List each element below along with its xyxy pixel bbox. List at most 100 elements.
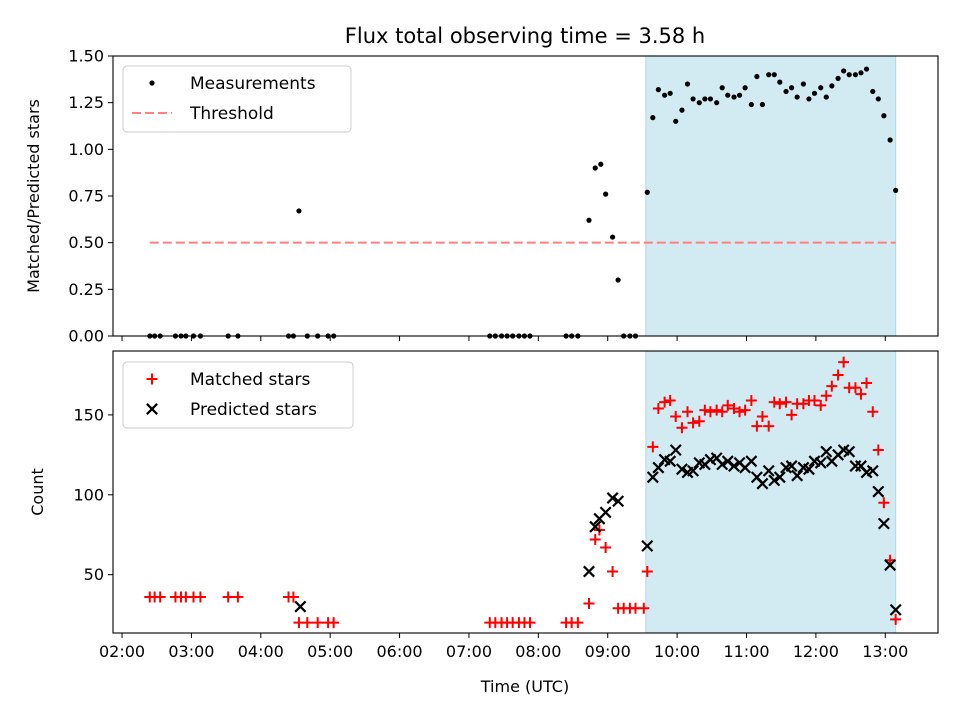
x-tick-label: 05:00 — [307, 642, 353, 661]
predicted-stars-point — [762, 464, 775, 477]
x-tick-label: 04:00 — [238, 642, 284, 661]
matched-stars-point — [768, 396, 780, 408]
measurements-point — [742, 85, 748, 91]
matched-stars-point — [693, 415, 705, 427]
predicted-stars-point — [294, 600, 307, 613]
predicted-stars-point — [866, 464, 879, 477]
matched-stars-point — [780, 396, 792, 408]
measurements-point — [644, 189, 650, 195]
measurements-point — [702, 96, 708, 102]
measurements-point — [592, 165, 598, 171]
matched-stars-point — [652, 403, 664, 415]
predicted-stars-point — [728, 460, 740, 473]
matched-stars-point — [589, 534, 601, 546]
predicted-stars-point — [606, 492, 619, 504]
measurements-point — [707, 96, 714, 102]
measurements-point — [719, 85, 725, 91]
x-tick-label: 10:00 — [654, 642, 700, 661]
x-axis-label: Time (UTC) — [480, 677, 569, 696]
measurements-point — [655, 87, 661, 93]
measurements-point — [887, 137, 893, 143]
matched-stars-point — [222, 591, 234, 603]
measurements-point — [766, 72, 772, 78]
legend-swatch — [146, 403, 158, 415]
predicted-stars-point — [791, 469, 804, 482]
measurements-point — [673, 118, 679, 124]
matched-stars-point — [756, 411, 768, 423]
predicted-stars-point — [820, 445, 833, 458]
y-tick-label: 0.50 — [68, 233, 104, 252]
matched-stars-point — [808, 395, 820, 407]
predicted-stars-point — [652, 461, 665, 474]
legend: Measurements Threshold — [122, 65, 352, 133]
matched-stars-point — [867, 406, 879, 418]
matched-stars-point — [682, 406, 694, 418]
measurements-point — [777, 79, 783, 85]
legend-box — [122, 361, 354, 429]
predicted-stars-point — [814, 456, 827, 469]
measurements-point — [829, 83, 835, 89]
matched-stars-point — [849, 382, 861, 394]
matched-stars-point — [826, 380, 838, 392]
predicted-stars-point — [877, 517, 890, 530]
x-tick-label: 12:00 — [793, 642, 839, 661]
predicted-stars-point — [583, 565, 595, 578]
measurements-point — [690, 96, 696, 102]
legend-label-predicted-stars: Predicted stars — [190, 400, 317, 420]
measurements-point — [696, 100, 702, 106]
matched-stars-point — [832, 369, 844, 381]
legend-swatch — [149, 80, 155, 86]
y-axis-label: Matched/Predicted stars — [24, 99, 43, 293]
matched-stars-point — [607, 565, 619, 577]
chart-title: Flux total observing time = 3.58 h — [345, 24, 705, 48]
matched-stars-point — [301, 617, 313, 629]
matched-stars-point — [838, 356, 850, 368]
y-tick-label: 1.00 — [68, 140, 104, 159]
y-tick-label: 100 — [73, 485, 104, 504]
matched-stars-point — [739, 404, 751, 416]
matched-stars-point — [722, 399, 734, 411]
predicted-stars-point — [599, 506, 612, 519]
matched-stars-point — [890, 613, 902, 625]
matched-stars-point — [524, 617, 536, 629]
matched-stars-point — [583, 597, 595, 609]
y-tick-label: 0.75 — [68, 187, 104, 206]
matched-stars-point — [704, 406, 716, 418]
measurements-point — [615, 277, 621, 283]
measurements-point — [858, 70, 864, 76]
legend-label-matched-stars: Matched stars — [190, 370, 310, 390]
matched-stars-point — [716, 406, 728, 418]
measurements-point — [725, 92, 731, 98]
matched-stars-point — [600, 542, 612, 554]
measurements-point — [893, 187, 899, 193]
matched-stars-point — [572, 617, 584, 629]
matched-stars-point — [638, 602, 650, 614]
observing-window-span — [645, 350, 897, 634]
matched-stars-point — [815, 399, 827, 411]
predicted-stars-point — [843, 445, 856, 458]
matched-stars-point — [855, 388, 867, 400]
predicted-stars-point — [802, 463, 815, 476]
predicted-stars-point — [889, 603, 902, 616]
measurements-point — [806, 96, 812, 102]
measurements-point — [870, 88, 876, 95]
measurements-point — [662, 92, 668, 98]
measurements-point — [875, 96, 881, 102]
measurements-point — [731, 94, 737, 100]
x-tick-label: 11:00 — [723, 642, 769, 661]
measurements-point — [794, 94, 800, 100]
measurements-point — [841, 68, 847, 74]
matched-stars-point — [774, 398, 786, 410]
series-matched-stars — [144, 356, 902, 629]
measurements-point — [759, 101, 766, 108]
measurements-point — [863, 66, 870, 72]
measurements-point — [679, 107, 685, 113]
x-tick-label: 08:00 — [515, 642, 561, 661]
measurements-point — [667, 90, 673, 96]
y-tick-label: 150 — [73, 405, 104, 424]
measurements-point — [771, 72, 777, 78]
measurements-point — [754, 73, 760, 80]
matched-stars-point — [763, 420, 775, 432]
predicted-stars-point — [745, 455, 758, 468]
predicted-stars-point — [646, 471, 659, 484]
